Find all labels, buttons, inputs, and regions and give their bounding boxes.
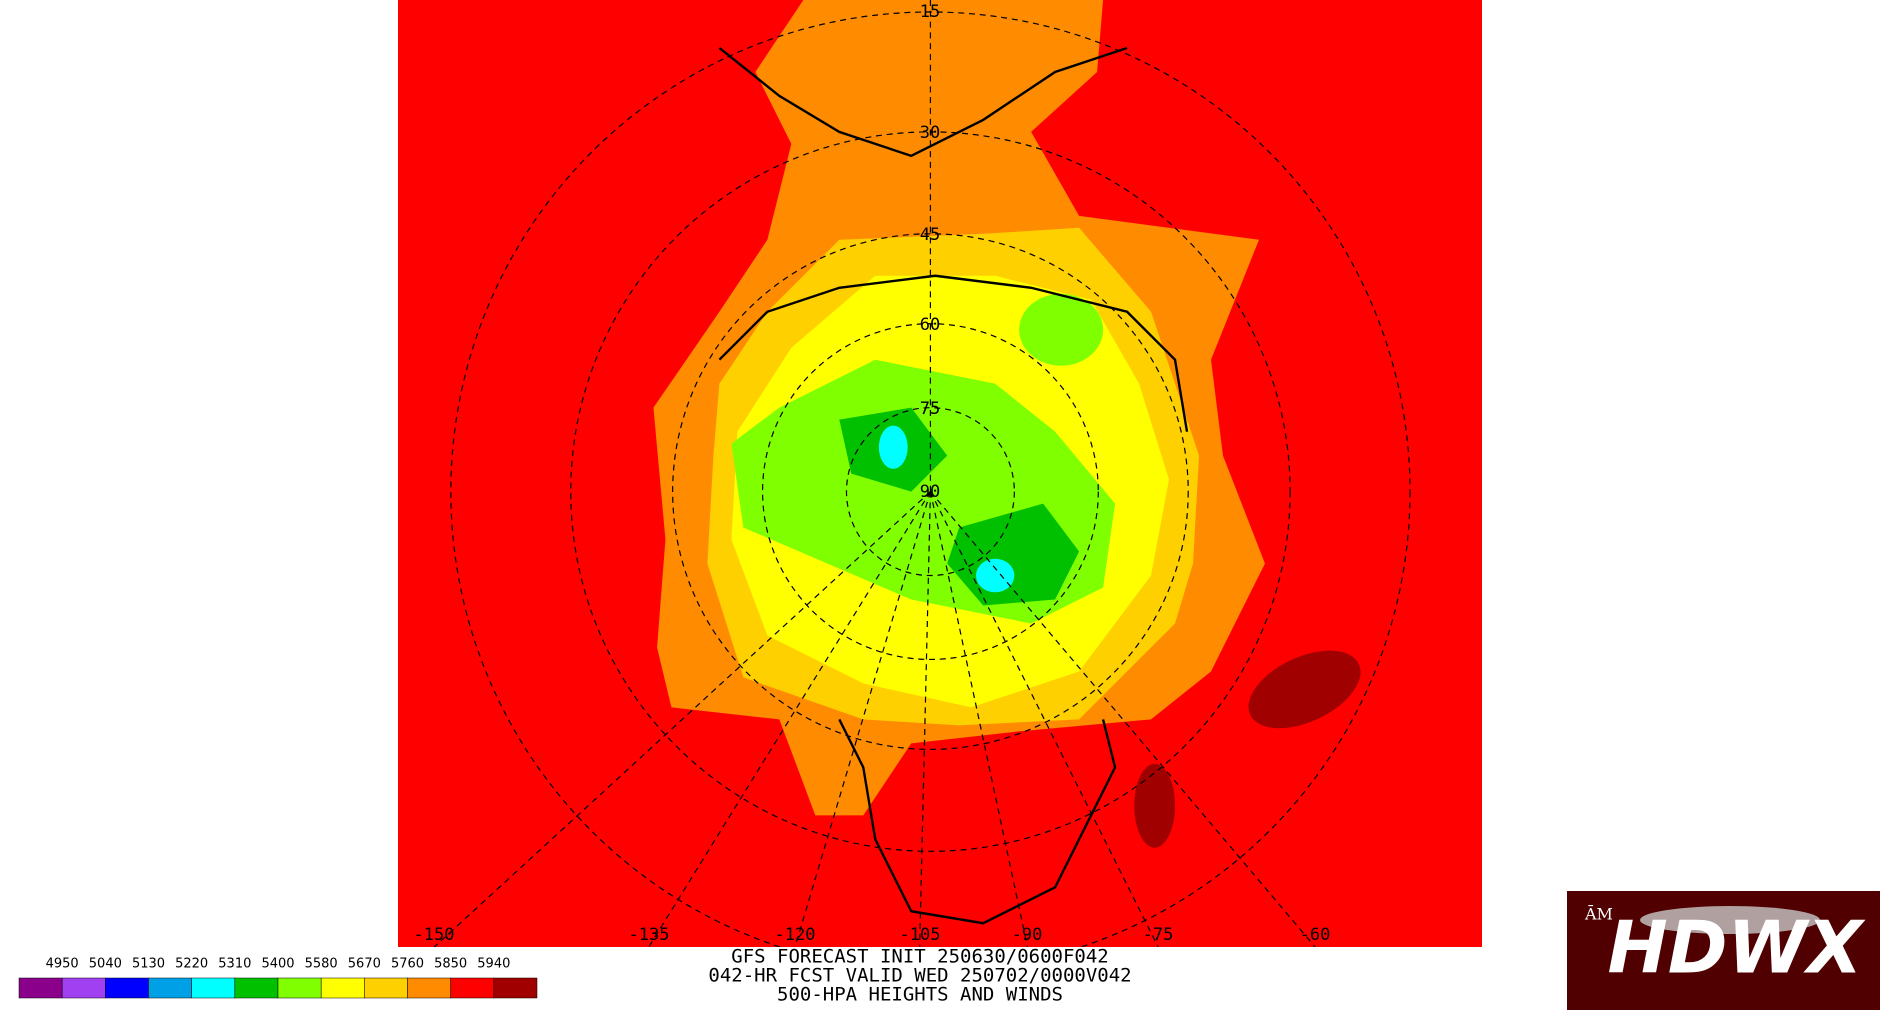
contour-5940 [1248, 650, 1361, 729]
legend-swatch [18, 977, 63, 999]
legend-swatch [407, 977, 451, 999]
latitude-label: 45 [920, 225, 940, 245]
logo: ĀM HDWX [1567, 891, 1880, 1010]
latitude-label: 15 [920, 2, 940, 22]
contour-5310 [878, 425, 908, 469]
legend-swatch [105, 977, 149, 999]
title-line: 500-HPA HEIGHTS AND WINDS [777, 984, 1063, 1006]
legend-swatch [493, 977, 538, 999]
legend-swatch [450, 977, 495, 999]
latitude-label: 60 [920, 315, 940, 335]
legend-label: 5310 [218, 957, 251, 972]
contour-5310 [975, 558, 1015, 593]
title-block: GFS FORECAST INIT 250630/0600F042042-HR … [708, 946, 1131, 1006]
legend-label: 5220 [175, 957, 208, 972]
logo-emblem: ĀM [1584, 904, 1613, 924]
logo-text: HDWX [1608, 906, 1866, 990]
height-field [433, 0, 1411, 947]
legend-label: 5670 [348, 957, 381, 972]
legend-swatch [364, 977, 408, 999]
map: 15 30 45 60 75 90 -150 -135 -120 -105 -90 -75 -60 [398, 0, 1482, 947]
legend-label: 5400 [261, 957, 294, 972]
longitude-label: -75 [1143, 925, 1174, 945]
legend-label: 5940 [477, 957, 510, 972]
color-legend: 4950 5040 5130 5220 5310 5400 5580 5670 5760 5850… [18, 957, 538, 999]
logo-swirl [1640, 906, 1820, 934]
legend-swatch [277, 977, 322, 999]
legend-label: 5130 [132, 957, 165, 972]
legend-swatch [148, 977, 192, 999]
latitude-label: 90 [920, 482, 940, 502]
legend-swatch [320, 977, 365, 999]
coastlines [718, 46, 1189, 925]
title-line: 042-HR FCST VALID WED 250702/0000V042 [708, 965, 1131, 987]
legend-label: 5760 [391, 957, 424, 972]
legend-swatch [191, 977, 236, 999]
longitude-label: -135 [629, 925, 670, 945]
legend-swatch [61, 977, 106, 999]
longitude-label: -90 [1012, 925, 1043, 945]
longitude-labels: -150 -135 -120 -105 -90 -75 -60 [414, 925, 1331, 945]
longitude-label: -105 [900, 925, 941, 945]
longitude-label: -120 [775, 925, 816, 945]
legend-label: 5580 [305, 957, 338, 972]
graticule [433, 0, 1411, 947]
legend-label: 5850 [434, 957, 467, 972]
legend-swatch [234, 977, 279, 999]
latitude-label: 75 [920, 399, 940, 419]
legend-label: 4950 [46, 957, 79, 972]
legend-label: 5040 [89, 957, 122, 972]
title-line: GFS FORECAST INIT 250630/0600F042 [731, 946, 1109, 968]
latitude-labels: 15 30 45 60 75 90 [920, 2, 940, 502]
contour-5940 [1134, 763, 1176, 848]
longitude-label: -150 [414, 925, 455, 945]
latitude-label: 30 [920, 123, 940, 143]
longitude-label: -60 [1300, 925, 1331, 945]
contour-5580 [1019, 293, 1104, 366]
